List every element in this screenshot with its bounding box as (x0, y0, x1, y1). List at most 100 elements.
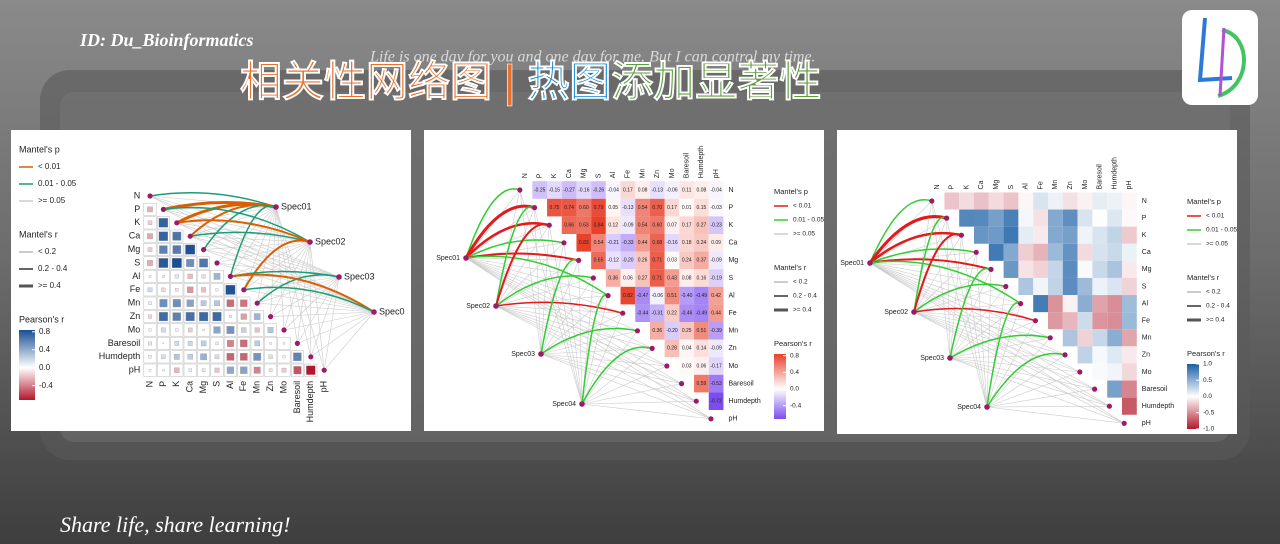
color-bar-label: 0.8 (790, 352, 799, 359)
network-edge (495, 206, 535, 307)
variable-node (1032, 318, 1039, 324)
column-label: P (949, 184, 956, 189)
heatmap-cell (199, 312, 209, 322)
cell-value: 0.60 (579, 205, 589, 211)
variable-node (227, 273, 233, 279)
heatmap-cell (620, 216, 636, 234)
heatmap-cell (591, 234, 606, 252)
color-bar-label: 0.4 (39, 345, 51, 354)
row-label: N (134, 190, 141, 200)
heatmap-cell (200, 300, 207, 307)
network-edge (986, 352, 1066, 408)
heatmap-cell (147, 247, 153, 252)
heatmap-cell (1018, 226, 1034, 244)
network-edge (869, 262, 1051, 339)
column-label: Mn (252, 381, 262, 394)
variable-node (1047, 335, 1053, 341)
row-label: Ca (1142, 249, 1151, 256)
heatmap-cell (1122, 226, 1137, 244)
row-label: Mo (1142, 369, 1152, 376)
color-bar-label: 0.8 (39, 327, 51, 336)
heatmap-cell (1048, 277, 1063, 296)
heatmap-cell (147, 260, 153, 266)
column-label: Mo (669, 168, 676, 178)
heatmap-cell (214, 367, 220, 373)
network-edge (257, 276, 340, 304)
heatmap-cell (664, 216, 680, 234)
heatmap-cell (1062, 260, 1078, 278)
column-label: P (537, 173, 544, 178)
column-label: Baresoil (684, 152, 691, 178)
heatmap-cell (1107, 260, 1122, 278)
heatmap-cell (679, 198, 695, 217)
heatmap-cell (635, 251, 650, 270)
heatmap-cell (253, 313, 261, 320)
variable-node (546, 222, 552, 228)
heatmap-cell (1077, 226, 1093, 244)
network-edge (243, 206, 277, 290)
heatmap-cell (202, 328, 205, 332)
heatmap-cell (174, 341, 180, 346)
network-edge (913, 307, 1036, 322)
network-edge (176, 222, 375, 313)
row-label: N (728, 187, 733, 194)
heatmap (944, 192, 1137, 415)
variable-node (531, 205, 538, 211)
heatmap-cell (635, 181, 650, 199)
row-label: Mg (1142, 266, 1152, 273)
cell-value: 0.08 (697, 187, 707, 193)
column-label: Ca (978, 180, 985, 189)
heatmap-cell (1092, 363, 1108, 381)
heatmap-cell (664, 251, 680, 270)
variable-node (1077, 369, 1083, 375)
network-edge (869, 262, 992, 270)
cell-value: -0.03 (710, 205, 722, 211)
legend-title: Mantel's p (1187, 197, 1221, 206)
logo (1182, 10, 1258, 105)
network-edge (913, 283, 1006, 313)
heatmap-cell (664, 322, 680, 340)
column-label: Al (225, 381, 235, 389)
column-label: K (551, 173, 558, 178)
variable-node (187, 233, 193, 239)
heatmap-cell (679, 339, 695, 358)
heatmap: -0.25 -0.15 -0.27 -0.16 -0.26 -0.04 0.17 0.08 -0… (532, 181, 724, 410)
heatmap-cell (1122, 312, 1137, 330)
heatmap-cell (1062, 312, 1078, 330)
heatmap-cell (1092, 209, 1108, 227)
cell-value: 0.17 (667, 205, 677, 211)
color-bar-label: -0.4 (39, 381, 53, 390)
heatmap-cell (1062, 277, 1078, 296)
cell-value: 0.16 (697, 275, 707, 281)
heatmap-cell (679, 357, 695, 375)
heatmap-cell (1018, 277, 1034, 296)
network-edge (986, 302, 1022, 408)
cell-value: 0.37 (697, 258, 707, 264)
title-part: | (502, 57, 517, 106)
color-bar (19, 330, 35, 400)
heatmap-cell (664, 339, 680, 358)
legend-label: 0.2 - 0.4 (38, 264, 68, 273)
heatmap-cell (1092, 226, 1108, 244)
heatmap-cell (187, 327, 193, 333)
cell-value: -0.09 (710, 346, 722, 352)
network-edge (270, 311, 375, 317)
variable-node (988, 266, 994, 272)
heatmap-cell (1033, 226, 1048, 244)
legend-label: < 0.01 (793, 203, 812, 210)
heatmap-cell (635, 304, 650, 322)
network-edge (913, 233, 962, 313)
heatmap-cell (532, 181, 548, 199)
network-edges (868, 199, 1125, 424)
network-edge (913, 235, 962, 313)
variable-node (1062, 352, 1068, 358)
network-edge (931, 200, 988, 408)
network-edge (465, 189, 521, 259)
heatmap-cell (561, 198, 577, 217)
network-edge (495, 242, 565, 307)
row-label: pH (728, 416, 737, 423)
row-label: Fe (130, 284, 141, 294)
network-edge (913, 311, 1066, 356)
network-edge (495, 223, 550, 307)
heatmap-cell (200, 353, 207, 361)
